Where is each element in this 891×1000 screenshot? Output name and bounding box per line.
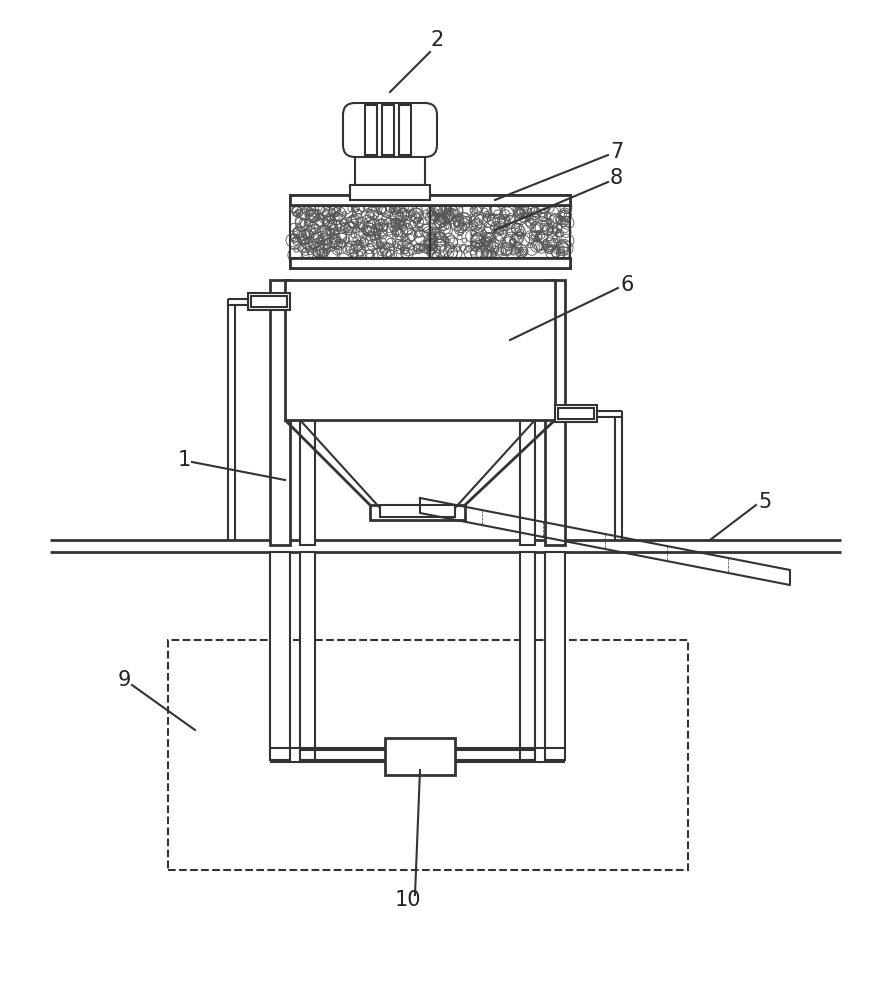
Bar <box>380 505 455 517</box>
Text: 6: 6 <box>620 275 634 295</box>
Bar <box>545 552 565 760</box>
Bar <box>385 738 455 775</box>
Bar <box>270 552 290 760</box>
Bar <box>290 195 570 205</box>
Bar <box>520 552 535 760</box>
Bar <box>300 420 315 545</box>
Bar <box>365 105 377 155</box>
Text: 8: 8 <box>610 168 623 188</box>
FancyBboxPatch shape <box>343 103 437 157</box>
Bar <box>520 420 535 545</box>
Text: 5: 5 <box>758 492 772 512</box>
Bar <box>290 195 570 205</box>
Bar <box>555 405 597 422</box>
Bar <box>168 640 688 870</box>
Bar <box>370 505 465 520</box>
Bar <box>545 280 565 545</box>
Text: 9: 9 <box>118 670 131 690</box>
Bar <box>399 105 411 155</box>
Bar <box>270 280 290 545</box>
Bar <box>248 293 290 310</box>
Bar <box>350 185 430 200</box>
Bar <box>300 552 315 760</box>
Text: 7: 7 <box>610 142 623 162</box>
Bar <box>290 258 570 268</box>
Polygon shape <box>420 498 790 585</box>
Bar <box>290 205 570 258</box>
Bar <box>355 115 425 185</box>
Text: 2: 2 <box>430 30 443 50</box>
Bar <box>251 296 287 307</box>
Text: 10: 10 <box>395 890 421 910</box>
Bar <box>558 408 594 419</box>
Bar <box>285 280 555 420</box>
Bar <box>290 258 570 268</box>
Bar <box>382 105 394 155</box>
Text: 1: 1 <box>178 450 192 470</box>
Bar <box>290 205 570 258</box>
